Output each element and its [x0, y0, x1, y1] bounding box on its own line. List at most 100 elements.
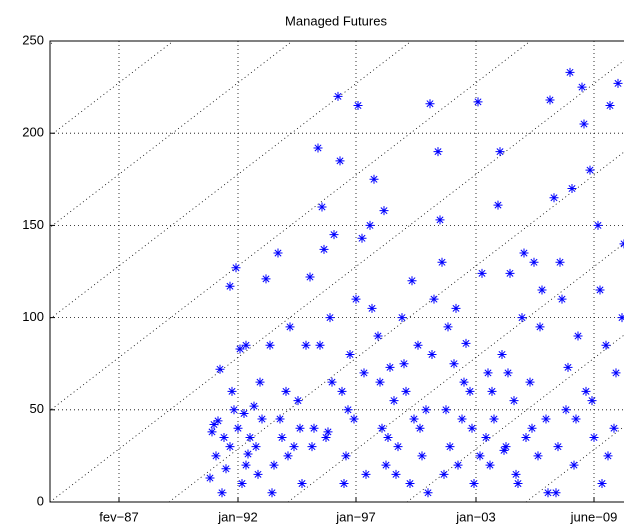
point	[501, 442, 511, 452]
point	[555, 257, 565, 267]
point	[309, 423, 319, 433]
point	[251, 442, 261, 452]
point	[357, 233, 367, 243]
point	[617, 313, 624, 323]
point	[389, 396, 399, 406]
point	[423, 488, 433, 498]
point	[613, 78, 623, 88]
point	[365, 220, 375, 230]
point	[517, 313, 527, 323]
point	[241, 460, 251, 470]
point	[337, 386, 347, 396]
y-tick-label: 250	[22, 32, 44, 47]
point	[369, 174, 379, 184]
point	[493, 200, 503, 210]
point	[485, 460, 495, 470]
point	[449, 359, 459, 369]
point	[393, 442, 403, 452]
chart-title: Managed Futures	[285, 13, 387, 28]
point	[325, 313, 335, 323]
point	[285, 322, 295, 332]
point	[513, 479, 523, 489]
point	[313, 143, 323, 153]
point	[205, 473, 215, 483]
point	[281, 386, 291, 396]
points	[205, 67, 624, 498]
point	[611, 368, 621, 378]
y-tick-label: 200	[22, 125, 44, 140]
point	[433, 147, 443, 157]
point	[391, 469, 401, 479]
x-tick-label: fev−87	[99, 509, 138, 524]
point	[587, 396, 597, 406]
point	[525, 377, 535, 387]
point	[561, 405, 571, 415]
point	[421, 405, 431, 415]
point	[439, 469, 449, 479]
point	[231, 263, 241, 273]
point	[567, 184, 577, 194]
point	[453, 460, 463, 470]
point	[565, 67, 575, 77]
point	[241, 340, 251, 350]
point	[219, 432, 229, 442]
point	[397, 313, 407, 323]
point	[445, 442, 455, 452]
x-tick-label: jan−97	[335, 509, 375, 524]
point	[413, 340, 423, 350]
point	[469, 479, 479, 489]
point	[249, 401, 259, 411]
point	[367, 303, 377, 313]
point	[277, 432, 287, 442]
point	[343, 405, 353, 415]
point	[537, 285, 547, 295]
axes-box	[49, 40, 624, 503]
point	[543, 488, 553, 498]
point	[581, 386, 591, 396]
point	[229, 405, 239, 415]
point	[465, 386, 475, 396]
point	[323, 427, 333, 437]
point	[451, 303, 461, 313]
tick-labels: 0 50 100 150 200 250 fev−87 jan−92 jan−97 jan−03 j…	[22, 32, 617, 524]
point	[535, 322, 545, 332]
x-tick-label: jan−03	[455, 509, 495, 524]
point	[235, 344, 245, 354]
point	[295, 423, 305, 433]
point	[315, 340, 325, 350]
point	[519, 248, 529, 258]
y-tick-label: 0	[37, 493, 44, 508]
point	[213, 416, 223, 426]
point	[541, 414, 551, 424]
point	[427, 349, 437, 359]
point	[345, 349, 355, 359]
point	[605, 101, 615, 111]
point	[317, 202, 327, 212]
point	[341, 451, 351, 461]
point	[509, 396, 519, 406]
point	[521, 432, 531, 442]
point	[267, 488, 277, 498]
point	[589, 432, 599, 442]
point	[221, 464, 231, 474]
point	[293, 396, 303, 406]
point	[563, 362, 573, 372]
point	[579, 119, 589, 129]
point	[487, 386, 497, 396]
point	[225, 281, 235, 291]
point	[549, 193, 559, 203]
point	[609, 423, 619, 433]
point	[377, 423, 387, 433]
point	[551, 488, 561, 498]
point	[215, 364, 225, 374]
point	[577, 82, 587, 92]
point	[435, 215, 445, 225]
point	[459, 377, 469, 387]
point	[227, 386, 237, 396]
point	[475, 451, 485, 461]
point	[461, 338, 471, 348]
point	[307, 442, 317, 452]
point	[211, 451, 221, 461]
point	[569, 460, 579, 470]
point	[327, 377, 337, 387]
